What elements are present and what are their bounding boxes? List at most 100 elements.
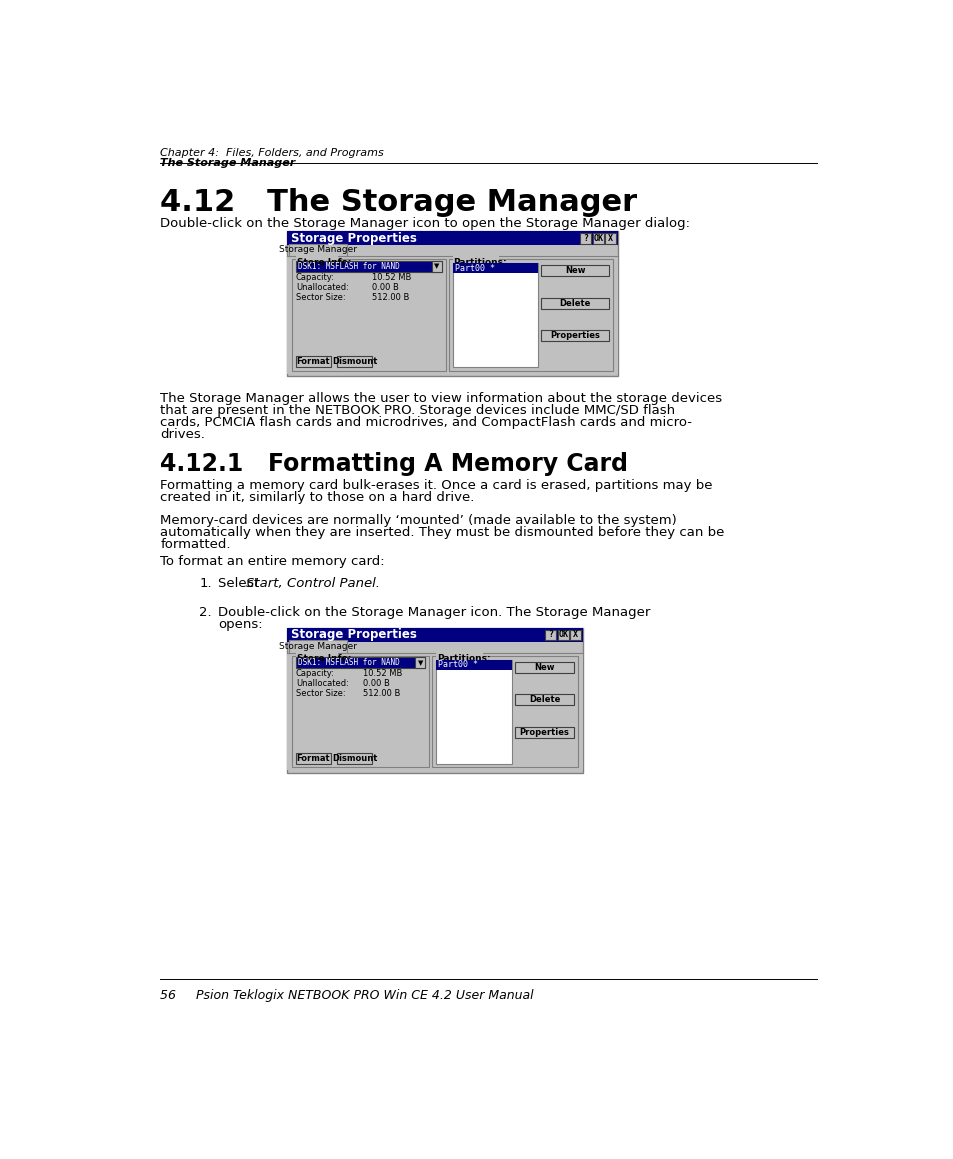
Bar	[295, 651, 337, 659]
Text: Dismount: Dismount	[332, 357, 376, 366]
Text: 512.00 B: 512.00 B	[363, 690, 400, 699]
Text: Capacity:: Capacity:	[295, 272, 335, 282]
Bar	[295, 356, 331, 367]
Text: Dismount: Dismount	[332, 753, 376, 763]
Bar	[579, 233, 591, 243]
Bar	[540, 265, 608, 276]
Text: Delete: Delete	[528, 695, 559, 705]
Text: Sector Size:: Sector Size:	[295, 293, 345, 301]
Text: Partitions:: Partitions:	[453, 257, 507, 267]
Bar	[286, 232, 618, 246]
Bar	[292, 260, 445, 371]
Text: Double-click on the Storage Manager icon to open the Storage Manager dialog:: Double-click on the Storage Manager icon…	[160, 217, 690, 229]
Text: Formatting a memory card bulk-erases it. Once a card is erased, partitions may b: Formatting a memory card bulk-erases it.…	[160, 479, 712, 491]
Text: Capacity:: Capacity:	[295, 670, 335, 678]
Bar	[515, 694, 574, 705]
Text: 10.52 MB: 10.52 MB	[372, 272, 411, 282]
Text: Storage Manager: Storage Manager	[278, 246, 356, 255]
Text: Store Info:: Store Info:	[296, 257, 351, 267]
Text: Unallocated:: Unallocated:	[295, 283, 349, 292]
Bar	[592, 233, 603, 243]
Text: Sector Size:: Sector Size:	[295, 690, 345, 699]
Text: Store Info:: Store Info:	[296, 654, 351, 663]
Text: created in it, similarly to those on a hard drive.: created in it, similarly to those on a h…	[160, 490, 475, 503]
Bar	[436, 651, 482, 659]
Text: ?: ?	[582, 234, 588, 243]
Bar	[336, 752, 372, 764]
Text: Properties: Properties	[550, 331, 599, 341]
Bar	[453, 263, 537, 367]
Text: 0.00 B: 0.00 B	[363, 679, 390, 688]
Bar	[449, 260, 612, 371]
Text: DSK1: MSFLASH for NAND: DSK1: MSFLASH for NAND	[298, 262, 399, 271]
Text: Format: Format	[296, 753, 330, 763]
Text: X: X	[607, 234, 613, 243]
Text: drives.: drives.	[160, 428, 205, 442]
Text: To format an entire memory card:: To format an entire memory card:	[160, 555, 385, 568]
Text: The Storage Manager: The Storage Manager	[160, 158, 295, 168]
Bar	[295, 657, 425, 668]
Bar	[453, 263, 537, 274]
Text: Delete: Delete	[558, 299, 590, 308]
Bar	[432, 656, 578, 767]
Text: formatted.: formatted.	[160, 538, 231, 551]
Text: Format: Format	[296, 357, 330, 366]
Bar	[286, 628, 583, 773]
Text: Chapter 4:  Files, Folders, and Programs: Chapter 4: Files, Folders, and Programs	[160, 147, 384, 158]
Bar	[436, 659, 512, 670]
Bar	[604, 233, 616, 243]
Text: Part00 *: Part00 *	[438, 661, 477, 669]
Text: 1.: 1.	[199, 577, 212, 590]
Text: 0.00 B: 0.00 B	[372, 283, 398, 292]
Bar	[515, 662, 574, 672]
Bar	[558, 629, 568, 641]
Text: Properties: Properties	[519, 728, 569, 737]
Bar	[286, 627, 583, 773]
Bar	[295, 255, 337, 263]
Text: Unallocated:: Unallocated:	[295, 679, 349, 688]
Bar	[286, 232, 618, 377]
Text: Start, Control Panel.: Start, Control Panel.	[245, 577, 379, 590]
Bar	[295, 752, 331, 764]
Bar	[540, 330, 608, 341]
Bar	[287, 256, 617, 374]
Text: ▼: ▼	[434, 263, 439, 269]
Bar	[286, 628, 583, 642]
Text: ?: ?	[548, 630, 553, 640]
Bar	[436, 659, 512, 764]
Text: Memory-card devices are normally ‘mounted’ (made available to the system): Memory-card devices are normally ‘mounte…	[160, 515, 677, 527]
Text: DSK1: MSFLASH for NAND: DSK1: MSFLASH for NAND	[298, 658, 399, 668]
Bar	[570, 629, 580, 641]
Text: ▼: ▼	[417, 659, 422, 665]
Bar	[415, 657, 425, 668]
Bar	[336, 356, 372, 367]
Text: that are present in the NETBOOK PRO. Storage devices include MMC/SD flash: that are present in the NETBOOK PRO. Sto…	[160, 404, 675, 417]
Text: Storage Properties: Storage Properties	[291, 232, 416, 245]
Bar	[432, 261, 441, 271]
Bar	[453, 255, 498, 263]
Text: 512.00 B: 512.00 B	[372, 293, 409, 301]
Bar	[545, 629, 556, 641]
Text: The Storage Manager allows the user to view information about the storage device: The Storage Manager allows the user to v…	[160, 393, 721, 406]
Bar	[292, 656, 429, 767]
Text: Storage Properties: Storage Properties	[291, 628, 416, 641]
Bar	[287, 653, 582, 771]
Text: New: New	[534, 663, 555, 672]
Text: 2.: 2.	[199, 606, 212, 619]
Text: Select: Select	[218, 577, 264, 590]
Text: automatically when they are inserted. They must be dismounted before they can be: automatically when they are inserted. Th…	[160, 526, 724, 539]
Text: OK: OK	[593, 234, 602, 243]
Text: X: X	[573, 630, 578, 640]
Bar	[289, 641, 347, 653]
Text: 56     Psion Teklogix NETBOOK PRO Win CE 4.2 User Manual: 56 Psion Teklogix NETBOOK PRO Win CE 4.2…	[160, 989, 534, 1003]
Text: 4.12.1   Formatting A Memory Card: 4.12.1 Formatting A Memory Card	[160, 452, 628, 476]
Bar	[295, 261, 441, 271]
Text: opens:: opens:	[218, 618, 263, 630]
Text: New: New	[564, 267, 585, 275]
Text: Partitions:: Partitions:	[436, 654, 490, 663]
Text: OK: OK	[558, 630, 568, 640]
Text: Storage Manager: Storage Manager	[278, 642, 356, 651]
Text: 4.12   The Storage Manager: 4.12 The Storage Manager	[160, 189, 637, 218]
Text: Part00 *: Part00 *	[455, 263, 495, 272]
Bar	[289, 243, 347, 256]
